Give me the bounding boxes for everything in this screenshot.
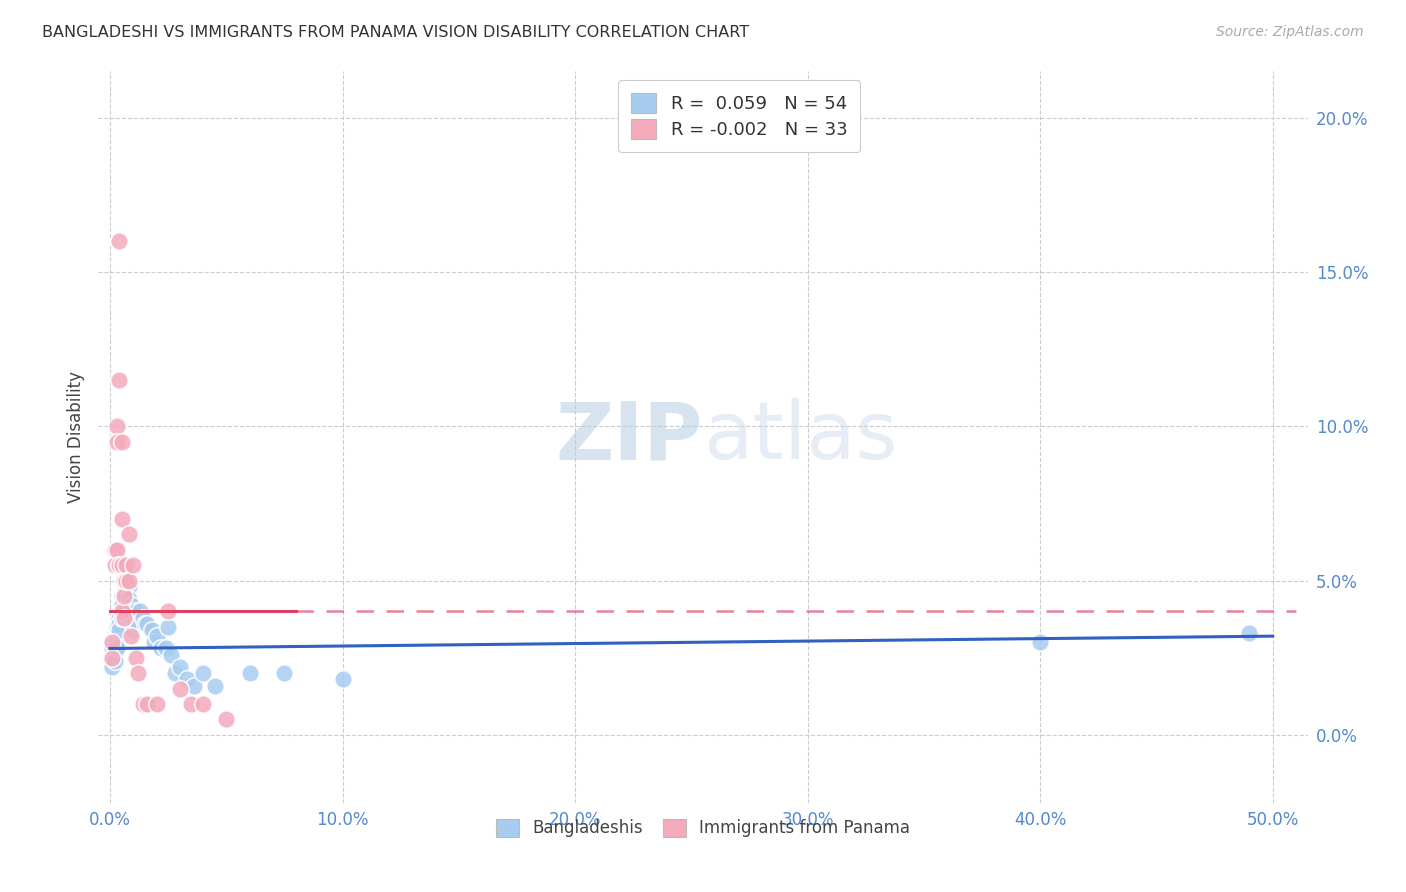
Point: [157, 620, 180, 634]
Point: [111, 558, 134, 573]
Point: [105, 629, 128, 643]
Point: [215, 713, 238, 727]
Point: [191, 697, 214, 711]
Point: [101, 650, 124, 665]
Point: [108, 234, 131, 248]
Point: [111, 434, 134, 449]
Point: [104, 641, 127, 656]
Point: [111, 512, 134, 526]
Point: [169, 660, 191, 674]
Text: Source: ZipAtlas.com: Source: ZipAtlas.com: [1216, 25, 1364, 39]
Point: [104, 629, 127, 643]
Point: [191, 666, 214, 681]
Point: [273, 666, 295, 681]
Point: [239, 666, 262, 681]
Point: [124, 604, 146, 618]
Point: [136, 697, 159, 711]
Point: [124, 650, 146, 665]
Point: [101, 641, 124, 656]
Point: [112, 574, 135, 588]
Point: [183, 679, 205, 693]
Point: [112, 589, 135, 603]
Point: [105, 434, 128, 449]
Point: [122, 610, 145, 624]
Point: [176, 673, 198, 687]
Point: [159, 648, 181, 662]
Point: [101, 635, 124, 649]
Point: [115, 604, 138, 618]
Point: [111, 604, 134, 618]
Point: [111, 610, 134, 624]
Point: [104, 542, 127, 557]
Point: [118, 580, 141, 594]
Point: [204, 679, 226, 693]
Point: [157, 604, 180, 618]
Point: [145, 629, 167, 643]
Point: [105, 419, 128, 434]
Point: [136, 616, 159, 631]
Point: [105, 542, 128, 557]
Point: [105, 635, 128, 649]
Point: [104, 558, 127, 573]
Point: [104, 648, 127, 662]
Text: BANGLADESHI VS IMMIGRANTS FROM PANAMA VISION DISABILITY CORRELATION CHART: BANGLADESHI VS IMMIGRANTS FROM PANAMA VI…: [42, 25, 749, 40]
Point: [111, 589, 134, 603]
Point: [131, 610, 153, 624]
Point: [112, 604, 135, 618]
Point: [127, 666, 149, 681]
Point: [127, 616, 149, 631]
Point: [131, 697, 153, 711]
Point: [145, 697, 167, 711]
Point: [115, 558, 138, 573]
Point: [108, 623, 131, 637]
Point: [112, 574, 135, 588]
Point: [120, 599, 142, 613]
Point: [108, 610, 131, 624]
Point: [129, 604, 152, 618]
Text: ZIP: ZIP: [555, 398, 703, 476]
Point: [332, 673, 354, 687]
Point: [122, 623, 145, 637]
Point: [108, 616, 131, 631]
Point: [1029, 635, 1052, 649]
Point: [118, 574, 141, 588]
Point: [101, 635, 124, 649]
Point: [111, 599, 134, 613]
Point: [108, 373, 131, 387]
Y-axis label: Vision Disability: Vision Disability: [66, 371, 84, 503]
Point: [105, 641, 128, 656]
Text: atlas: atlas: [703, 398, 897, 476]
Point: [101, 650, 124, 665]
Point: [1239, 626, 1261, 640]
Point: [169, 681, 191, 696]
Point: [165, 666, 187, 681]
Point: [118, 592, 141, 607]
Point: [134, 616, 156, 631]
Point: [108, 558, 131, 573]
Point: [122, 558, 145, 573]
Legend: Bangladeshis, Immigrants from Panama: Bangladeshis, Immigrants from Panama: [488, 810, 918, 846]
Point: [104, 635, 127, 649]
Point: [101, 660, 124, 674]
Point: [143, 635, 166, 649]
Point: [118, 610, 141, 624]
Point: [180, 697, 202, 711]
Point: [155, 641, 177, 656]
Point: [112, 586, 135, 600]
Point: [115, 592, 138, 607]
Point: [150, 641, 173, 656]
Point: [105, 620, 128, 634]
Point: [118, 527, 141, 541]
Point: [115, 574, 138, 588]
Point: [104, 654, 127, 668]
Point: [141, 623, 163, 637]
Point: [112, 610, 135, 624]
Point: [120, 629, 142, 643]
